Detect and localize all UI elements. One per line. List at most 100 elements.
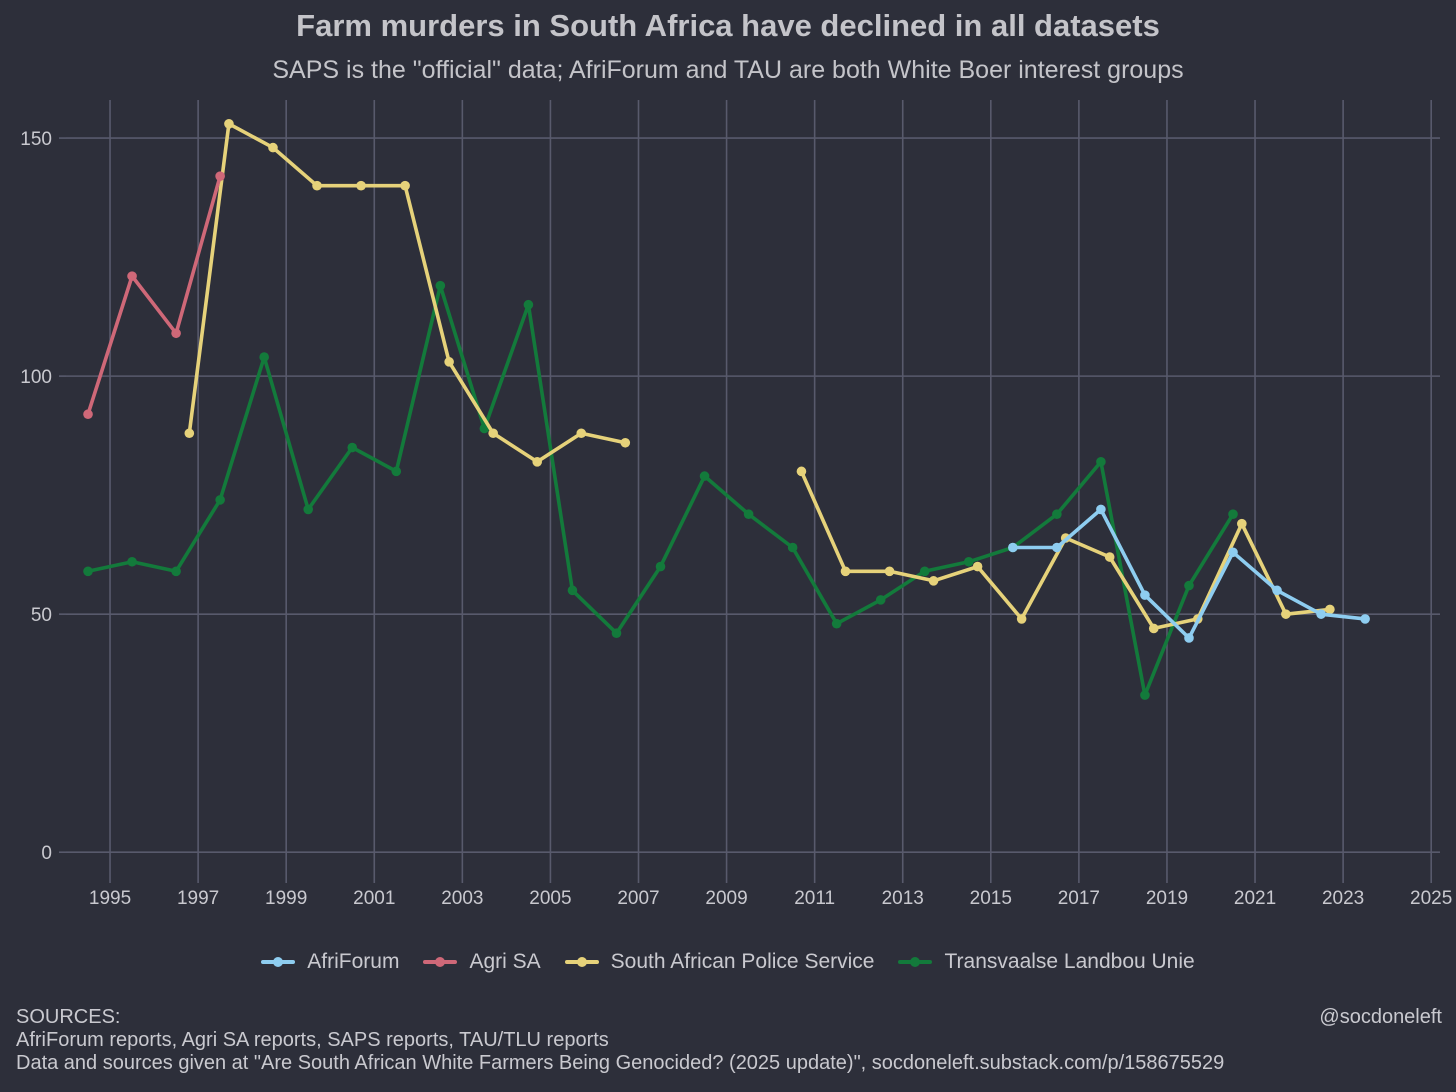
y-tick-label: 100: [20, 367, 52, 388]
data-point-south-african-police-service: [972, 561, 983, 572]
data-point-south-african-police-service: [620, 437, 631, 448]
x-tick-label: 2015: [970, 888, 1012, 909]
data-point-transvaalse-landbou-unie: [1140, 690, 1150, 700]
data-point-south-african-police-service: [1281, 609, 1291, 619]
y-tick-label: 50: [31, 605, 52, 626]
data-point-south-african-police-service: [184, 428, 195, 439]
data-point-south-african-police-service: [1148, 623, 1159, 634]
data-point-agri-sa: [171, 328, 181, 339]
x-tick-label: 2017: [1058, 888, 1100, 909]
sources-line-1: AfriForum reports, Agri SA reports, SAPS…: [16, 1029, 609, 1051]
data-point-afriforum: [1360, 614, 1370, 624]
legend-key-agri-sa: [423, 955, 458, 969]
series-line-afriforum-0: [1010, 507, 1367, 640]
x-tick-label: 2001: [353, 888, 395, 909]
data-point-transvaalse-landbou-unie: [1228, 509, 1238, 519]
data-point-transvaalse-landbou-unie: [655, 561, 666, 572]
data-point-south-african-police-service: [884, 566, 895, 577]
data-point-transvaalse-landbou-unie: [391, 466, 402, 477]
x-tick-label: 2009: [705, 888, 747, 909]
data-point-transvaalse-landbou-unie: [919, 566, 930, 577]
data-point-transvaalse-landbou-unie: [787, 542, 798, 553]
data-point-afriforum: [1184, 633, 1194, 643]
line-chart: 1995 1997 1999 2001 2003 2005 2007 2009 2011 2013…: [20, 100, 1452, 909]
data-point-south-african-police-service: [312, 180, 322, 191]
x-tick-label: 1999: [265, 888, 307, 909]
legend-item-afriforum: AfriForum: [261, 950, 399, 974]
y-tick-label: 0: [41, 843, 52, 864]
x-tick-label: 2023: [1322, 888, 1364, 909]
series-group: [83, 119, 1370, 700]
legend-point: [273, 957, 284, 967]
data-point-south-african-police-service: [576, 428, 587, 439]
legend-item-transvaalse-landbou-unie: Transvaalse Landbou Unie: [898, 950, 1195, 974]
data-point-transvaalse-landbou-unie: [1096, 457, 1106, 467]
data-point-transvaalse-landbou-unie: [699, 471, 710, 481]
grid: [59, 100, 1440, 883]
data-point-transvaalse-landbou-unie: [567, 585, 578, 596]
x-tick-label: 2005: [529, 888, 571, 909]
x-tick-label: 1995: [89, 888, 131, 909]
data-point-south-african-police-service: [840, 566, 851, 577]
x-tick-label: 2007: [617, 888, 659, 909]
legend-point: [910, 957, 921, 967]
series-agri-sa: [83, 171, 225, 420]
data-point-south-african-police-service: [1325, 604, 1335, 615]
data-point-south-african-police-service: [488, 428, 498, 439]
series-line-south-african-police-service-0: [187, 122, 628, 464]
data-point-afriforum: [1052, 542, 1062, 553]
series-line-south-african-police-service-1: [799, 469, 1332, 631]
axis-ticks: 1995 1997 1999 2001 2003 2005 2007 2009 2011 2013…: [20, 129, 1452, 909]
legend-point: [435, 957, 446, 967]
chart-subtitle: SAPS is the "official" data; AfriForum a…: [272, 56, 1184, 84]
legend-label: South African Police Service: [610, 950, 875, 973]
sources-label: SOURCES:: [16, 1006, 121, 1028]
data-point-transvaalse-landbou-unie: [435, 280, 446, 291]
legend: AfriForum Agri SA South African Police Ser…: [0, 950, 1456, 974]
data-point-transvaalse-landbou-unie: [303, 504, 314, 515]
legend-key-afriforum: [261, 955, 296, 969]
data-point-south-african-police-service: [444, 357, 454, 367]
data-point-transvaalse-landbou-unie: [171, 566, 181, 577]
data-point-afriforum: [1140, 590, 1150, 600]
data-point-transvaalse-landbou-unie: [523, 299, 534, 310]
data-point-transvaalse-landbou-unie: [127, 556, 137, 567]
chart-title: Farm murders in South Africa have declin…: [296, 8, 1160, 43]
data-point-agri-sa: [127, 271, 137, 281]
data-point-transvaalse-landbou-unie: [215, 495, 225, 505]
data-point-afriforum: [1096, 504, 1106, 515]
data-point-south-african-police-service: [928, 576, 939, 586]
x-tick-label: 2013: [882, 888, 924, 909]
data-point-transvaalse-landbou-unie: [875, 595, 886, 605]
series-afriforum: [1008, 504, 1370, 643]
data-point-transvaalse-landbou-unie: [347, 442, 358, 453]
legend-item-south-african-police-service: South African Police Service: [564, 950, 875, 974]
data-point-south-african-police-service: [268, 142, 278, 153]
data-point-transvaalse-landbou-unie: [831, 618, 842, 629]
data-point-agri-sa: [215, 171, 225, 181]
data-point-transvaalse-landbou-unie: [743, 509, 754, 519]
data-point-transvaalse-landbou-unie: [963, 556, 974, 567]
legend-key-transvaalse-landbou-unie: [898, 955, 933, 969]
x-tick-label: 1997: [177, 888, 219, 909]
series-line-transvaalse-landbou-unie-0: [86, 283, 1235, 697]
data-point-south-african-police-service: [224, 119, 234, 129]
data-point-transvaalse-landbou-unie: [611, 628, 622, 639]
x-tick-label: 2019: [1146, 888, 1188, 909]
legend-item-agri-sa: Agri SA: [423, 950, 541, 974]
y-tick-label: 150: [20, 129, 52, 150]
author-handle: @socdoneleft: [1319, 1006, 1442, 1028]
x-tick-label: 2025: [1410, 888, 1452, 909]
x-tick-label: 2011: [794, 888, 835, 909]
data-point-transvaalse-landbou-unie: [1184, 580, 1194, 591]
x-tick-label: 2021: [1234, 888, 1276, 909]
data-point-south-african-police-service: [1016, 614, 1027, 624]
x-tick-label: 2003: [441, 888, 483, 909]
data-point-transvaalse-landbou-unie: [1052, 509, 1062, 519]
sources-line-2: Data and sources given at "Are South Afr…: [16, 1052, 1225, 1074]
data-point-afriforum: [1316, 609, 1326, 619]
legend-label: AfriForum: [307, 950, 400, 973]
data-point-south-african-police-service: [796, 466, 807, 477]
data-point-south-african-police-service: [532, 457, 543, 467]
data-point-south-african-police-service: [400, 180, 410, 191]
